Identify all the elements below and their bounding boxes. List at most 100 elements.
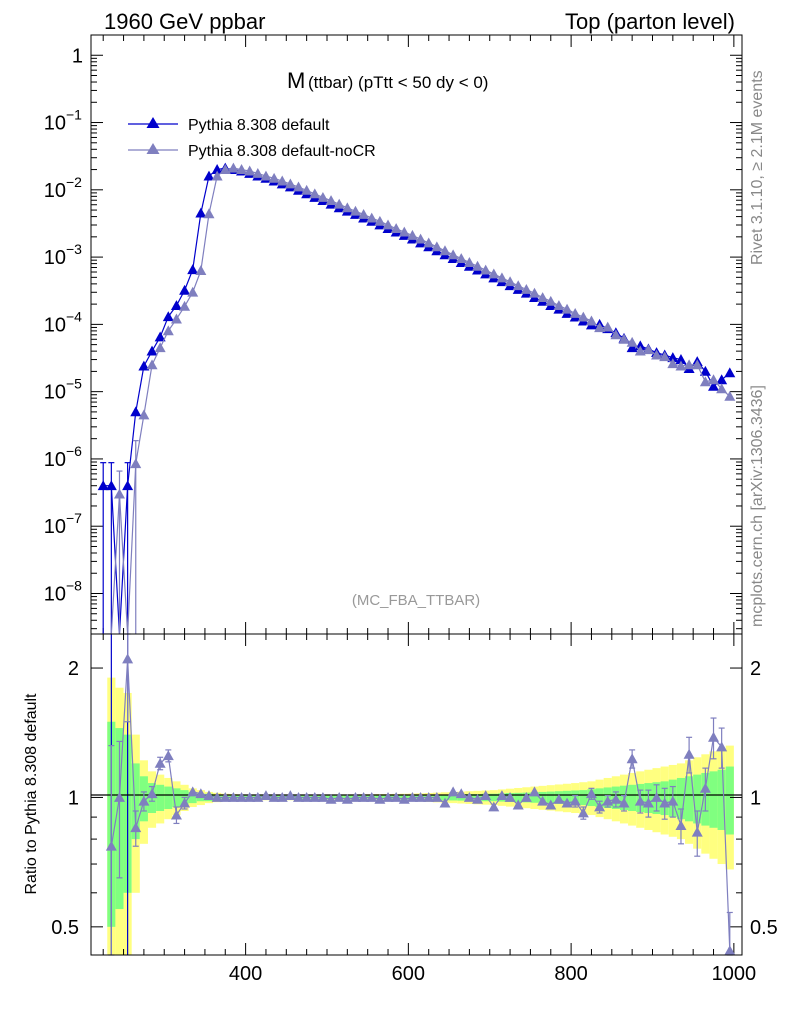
y-tick-exponent: −1: [66, 107, 82, 123]
ratio-data-point: [528, 786, 540, 797]
ratio-band-green: [709, 771, 718, 828]
ratio-data-point: [105, 840, 117, 851]
data-point-0: [130, 406, 142, 417]
x-tick-label: 800: [554, 963, 587, 985]
ratio-data-point: [472, 793, 484, 804]
data-point-1: [138, 409, 150, 420]
data-point-1: [553, 300, 565, 311]
ratio-data-point: [415, 791, 427, 802]
y-tick-label: 10: [44, 180, 66, 202]
ratio-data-point: [699, 782, 711, 793]
data-point-1: [260, 170, 272, 181]
ratio-data-point: [333, 791, 345, 802]
ratio-data-point: [122, 653, 134, 664]
data-point-0: [724, 367, 736, 378]
data-point-1: [236, 164, 248, 174]
ratio-data-point: [463, 791, 475, 802]
ratio-y-tick-label-right: 2: [750, 658, 761, 680]
data-point-1: [325, 195, 337, 206]
data-point-0: [699, 365, 711, 376]
ratio-y-axis-label: Ratio to Pythia 8.308 default: [23, 693, 40, 895]
ratio-data-point: [162, 750, 174, 761]
ratio-y-tick-label-right: 1: [750, 787, 761, 809]
ratio-data-point: [447, 786, 459, 797]
data-point-1: [268, 172, 280, 183]
ratio-band-green: [131, 763, 140, 840]
data-point-1: [317, 191, 329, 202]
legend-label-default: Pythia 8.308 default: [188, 117, 330, 134]
data-point-1: [170, 313, 182, 324]
data-point-1: [423, 237, 435, 248]
legend: Pythia 8.308 default Pythia 8.308 defaul…: [128, 117, 376, 160]
data-point-1: [716, 383, 728, 394]
ratio-band-green: [188, 791, 197, 804]
legend-marker-default: [146, 117, 160, 128]
main-panel: 110−110−210−310−410−510−610−710−8 M (ttb…: [44, 34, 743, 635]
ratio-data-point: [154, 757, 166, 768]
data-point-1: [667, 358, 679, 369]
ratio-y-tick-label-left: 2: [68, 658, 79, 680]
data-point-1: [545, 295, 557, 306]
y-tick-label: 10: [44, 113, 66, 135]
ratio-data-point: [634, 795, 646, 806]
ratio-data-point: [293, 791, 305, 802]
data-point-1: [130, 458, 142, 469]
ratio-data-point: [390, 791, 402, 802]
ratio-data-point: [716, 741, 728, 752]
data-point-0: [138, 360, 150, 371]
data-point-1: [651, 349, 663, 360]
y-tick-label: 10: [44, 583, 66, 605]
data-point-0: [195, 207, 207, 218]
ratio-band-green: [440, 794, 450, 801]
legend-entry-default: Pythia 8.308 default: [128, 117, 330, 134]
ratio-data-point: [236, 791, 248, 802]
ratio-data-point: [545, 799, 557, 810]
y-tick-exponent: −7: [66, 510, 82, 526]
y-tick-label: 10: [44, 382, 66, 404]
ratio-data-point: [642, 797, 654, 808]
ratio-data-point: [520, 791, 532, 802]
x-tick-label: 600: [392, 963, 425, 985]
ratio-data-point: [325, 793, 337, 804]
data-point-1: [187, 286, 199, 297]
data-point-1: [349, 205, 361, 216]
main-axis-ticks: [91, 34, 742, 634]
data-point-1: [455, 253, 467, 263]
ratio-data-point: [651, 791, 663, 802]
ratio-data-point: [358, 791, 370, 802]
ratio-data-point: [577, 807, 589, 818]
data-point-0: [179, 284, 191, 295]
ratio-data-point: [170, 809, 182, 820]
ratio-y-tick-labels: 0.5 0.5 1 1 2 2: [51, 658, 778, 939]
ratio-data-point: [187, 786, 199, 797]
ratio-data-point: [382, 791, 394, 802]
ratio-data-point: [618, 797, 630, 808]
data-point-0: [170, 300, 182, 311]
data-point-0: [146, 345, 158, 356]
data-point-1: [301, 184, 313, 195]
ratio-data-point: [260, 790, 272, 800]
ratio-data-point: [268, 791, 280, 802]
ratio-data-point: [708, 731, 720, 742]
ratio-data-point: [423, 791, 435, 802]
ratio-data-point: [496, 790, 508, 800]
data-point-1: [626, 336, 638, 347]
data-point-1: [146, 359, 158, 370]
data-point-1: [528, 287, 540, 298]
data-point-1: [211, 170, 223, 181]
x-tick-labels: 400 600 800 1000: [229, 963, 756, 985]
ratio-data-point: [691, 826, 703, 837]
data-point-1: [439, 245, 451, 256]
ratio-data-point: [683, 748, 695, 759]
ratio-band-green: [693, 774, 702, 824]
data-point-1: [724, 390, 736, 401]
data-point-1: [398, 226, 410, 237]
data-point-1: [610, 329, 622, 340]
ratio-data-point: [130, 822, 142, 833]
ratio-data-point: [138, 795, 150, 806]
ratio-band-green: [725, 766, 734, 835]
ratio-data-point: [610, 793, 622, 804]
data-point-1: [675, 360, 687, 371]
ratio-axis-ticks: [91, 634, 742, 955]
